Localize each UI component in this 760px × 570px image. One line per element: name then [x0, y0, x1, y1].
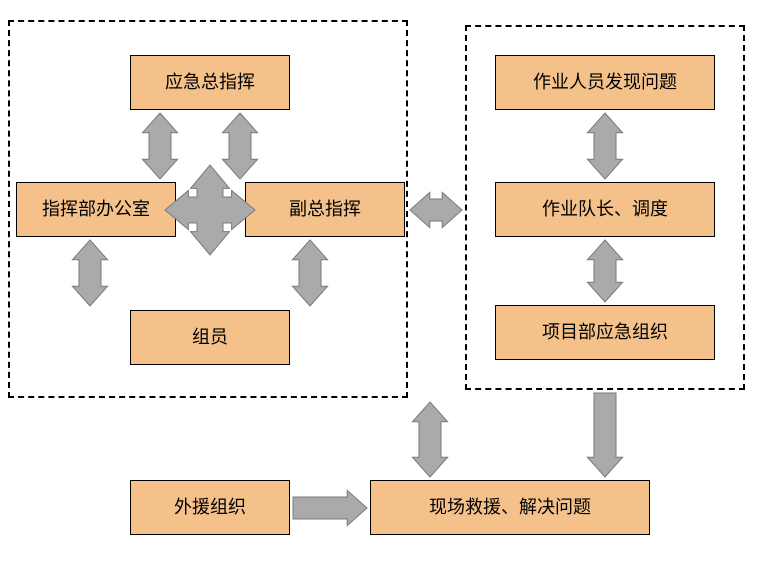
arrow-layer [0, 0, 760, 570]
